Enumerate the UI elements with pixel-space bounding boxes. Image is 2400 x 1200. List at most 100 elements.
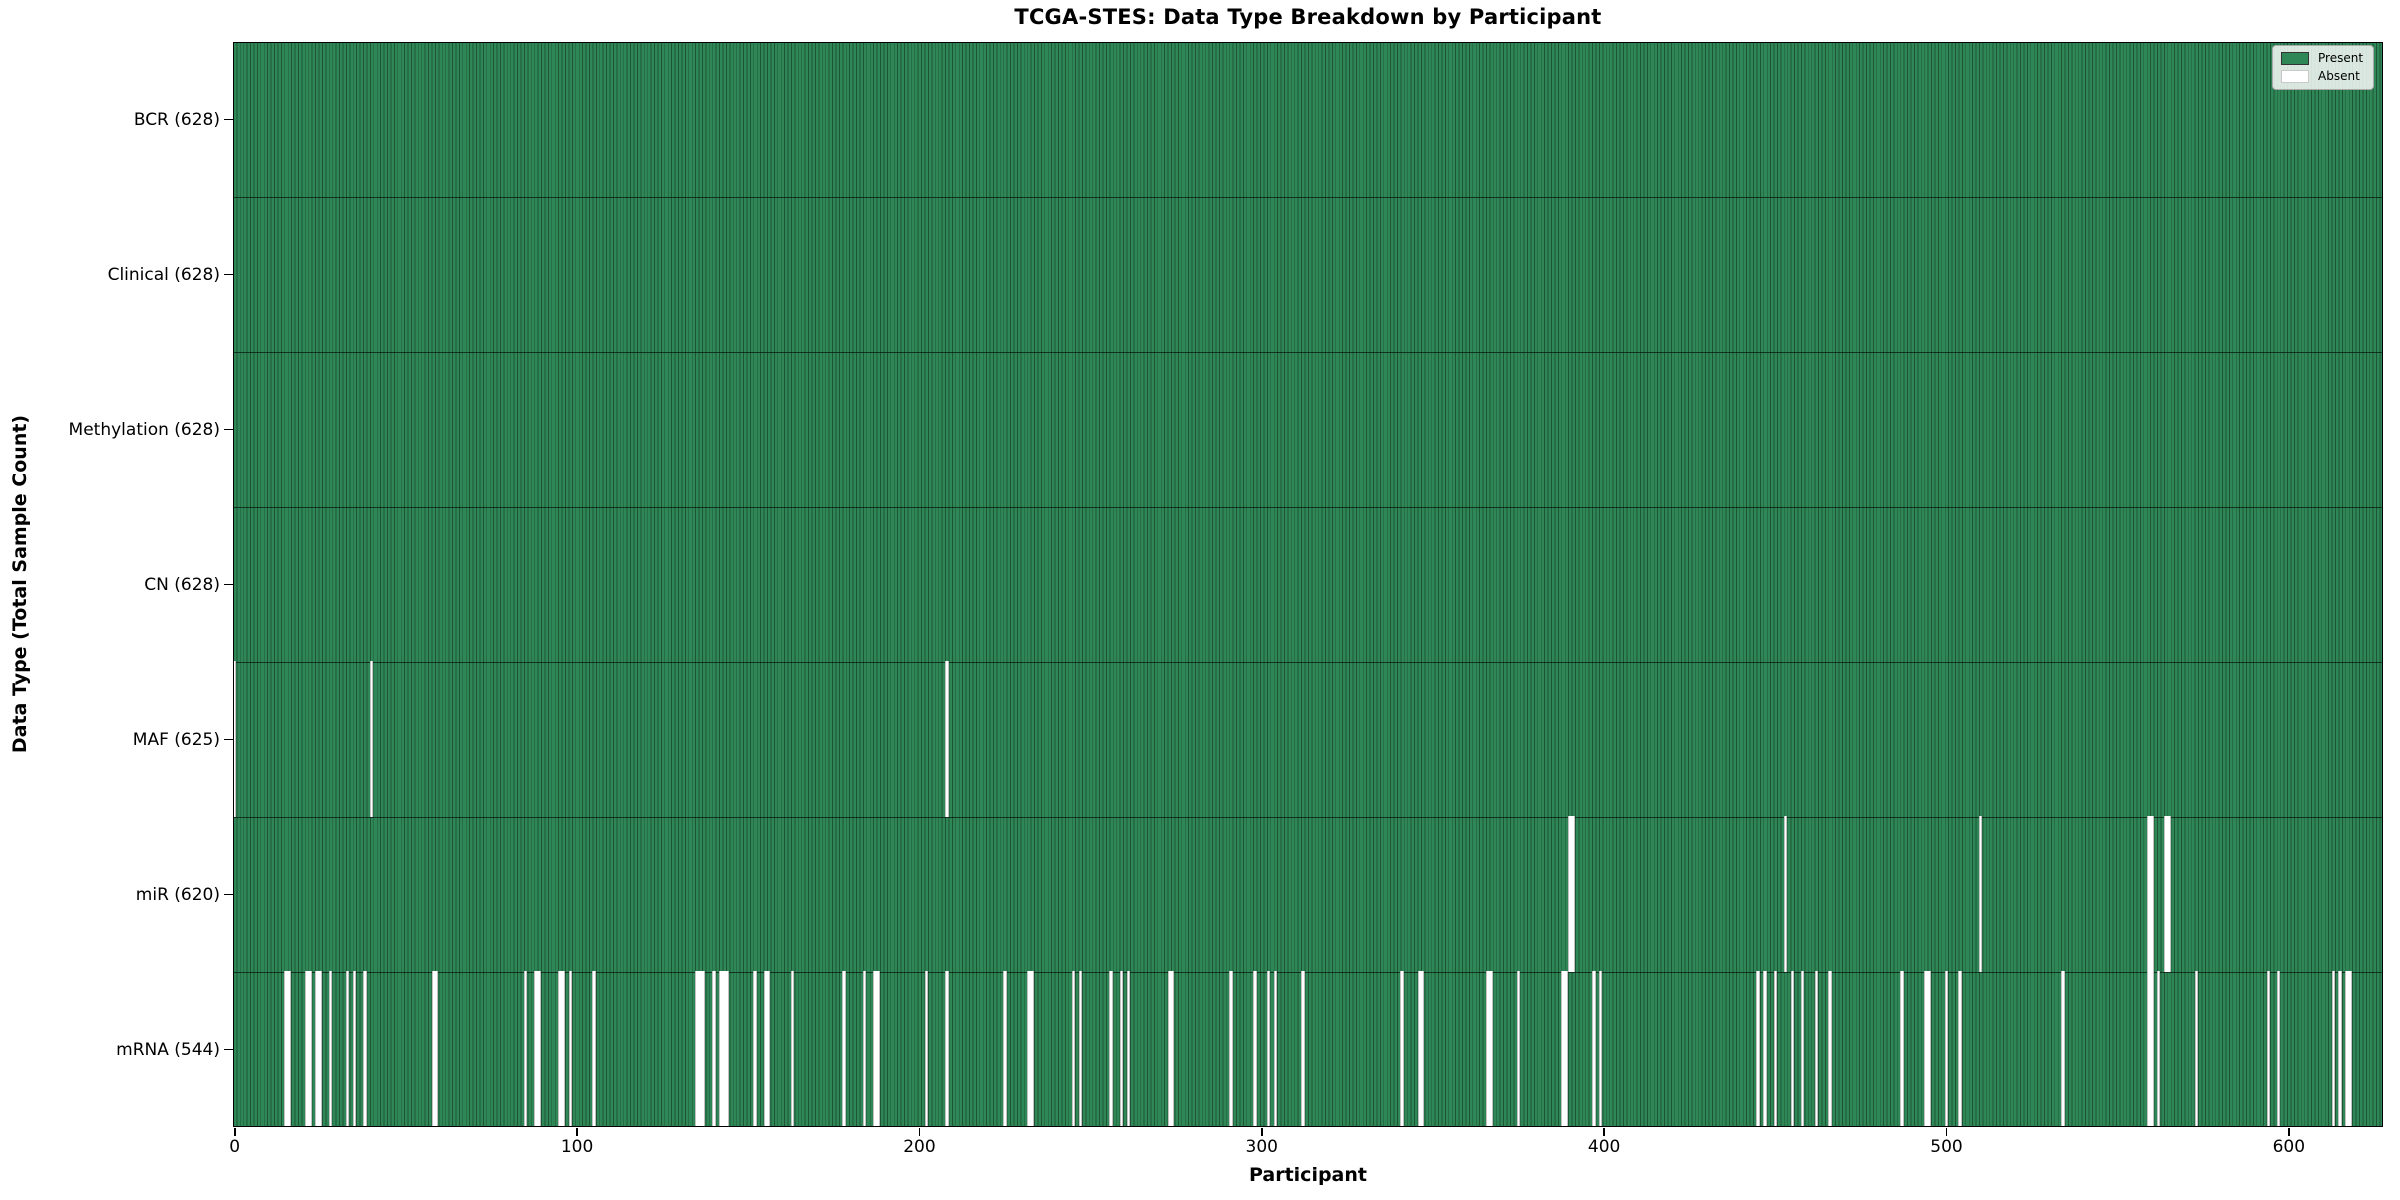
absent-mark <box>2163 816 2171 972</box>
absent-mark <box>842 971 846 1127</box>
absent-mark <box>328 971 333 1127</box>
absent-mark <box>568 971 572 1127</box>
x-tick-label: 100 <box>560 1137 594 1157</box>
absent-mark <box>1800 971 1805 1127</box>
absent-mark <box>1924 971 1932 1127</box>
absent-mark <box>1599 971 1603 1127</box>
present-swatch-icon <box>2281 52 2309 65</box>
absent-mark <box>712 971 716 1127</box>
absent-mark <box>2061 971 2065 1127</box>
y-tick <box>224 273 233 276</box>
y-tick-label: mRNA (544) <box>116 1039 220 1060</box>
plot-area <box>233 42 2383 1127</box>
absent-mark <box>1763 971 1767 1127</box>
absent-mark <box>2345 971 2353 1127</box>
row-BCR <box>233 42 2383 197</box>
absent-mark <box>1266 971 1271 1127</box>
absent-mark <box>524 971 528 1127</box>
absent-mark <box>345 971 350 1127</box>
absent-mark <box>2331 971 2336 1127</box>
absent-swatch-icon <box>2281 70 2309 83</box>
absent-mark <box>862 971 867 1127</box>
legend: Present Absent <box>2272 45 2375 90</box>
absent-mark <box>753 971 757 1127</box>
absent-mark <box>1301 971 1305 1127</box>
chart-title: TCGA-STES: Data Type Breakdown by Partic… <box>1014 5 1602 29</box>
absent-mark <box>1027 971 1035 1127</box>
y-tick <box>224 583 233 586</box>
absent-mark <box>1900 971 1904 1127</box>
row-separator <box>233 507 2383 508</box>
row-CN <box>233 507 2383 662</box>
row-separator <box>233 972 2383 973</box>
absent-mark <box>1828 971 1832 1127</box>
absent-mark <box>1561 971 1569 1127</box>
absent-mark <box>592 971 596 1127</box>
absent-mark <box>1071 971 1076 1127</box>
absent-mark <box>558 971 566 1127</box>
absent-mark <box>304 971 312 1127</box>
x-tick-label: 400 <box>1587 1137 1621 1157</box>
row-MAF <box>233 661 2383 817</box>
row-Methylation <box>233 352 2383 507</box>
x-tick <box>2288 1128 2290 1136</box>
legend-label-absent: Absent <box>2318 69 2360 83</box>
absent-mark <box>1944 971 1949 1127</box>
absent-mark <box>1109 971 1113 1127</box>
absent-mark <box>1773 971 1778 1127</box>
row-separator <box>233 662 2383 663</box>
y-tick-label: miR (620) <box>135 884 220 905</box>
x-tick <box>1260 1128 1263 1136</box>
y-tick-label: Clinical (628) <box>107 264 220 285</box>
absent-mark <box>1516 971 1521 1127</box>
y-tick-label: CN (628) <box>144 574 220 595</box>
legend-item-absent: Absent <box>2281 70 2363 83</box>
absent-mark <box>1119 971 1124 1127</box>
absent-mark <box>363 971 367 1127</box>
row-separator <box>233 352 2383 353</box>
absent-mark <box>2338 971 2342 1127</box>
absent-mark <box>791 971 795 1127</box>
absent-mark <box>945 971 949 1127</box>
absent-mark <box>1273 971 1278 1127</box>
row-separator <box>233 197 2383 198</box>
x-tick-label: 600 <box>2272 1137 2306 1157</box>
absent-mark <box>1486 971 1493 1127</box>
x-tick <box>1603 1128 1605 1136</box>
absent-mark <box>1229 971 1233 1127</box>
y-tick <box>224 118 233 121</box>
absent-mark <box>695 971 706 1127</box>
absent-mark <box>1568 816 1576 972</box>
y-tick-label: BCR (628) <box>133 109 220 130</box>
absent-mark <box>1592 971 1596 1127</box>
absent-mark <box>924 971 928 1127</box>
x-tick <box>918 1128 921 1136</box>
row-separator <box>233 817 2383 818</box>
absent-mark <box>284 971 292 1127</box>
row-Clinical <box>233 197 2383 352</box>
absent-mark <box>233 661 237 817</box>
absent-mark <box>1814 971 1819 1127</box>
row-miR <box>233 816 2383 972</box>
absent-mark <box>1400 971 1404 1127</box>
y-tick-label: MAF (625) <box>132 729 220 750</box>
absent-mark <box>873 971 881 1127</box>
legend-label-present: Present <box>2318 51 2364 65</box>
absent-mark <box>431 971 439 1127</box>
x-tick <box>1945 1128 1948 1136</box>
absent-mark <box>719 971 730 1127</box>
absent-mark <box>1783 816 1788 972</box>
x-tick-label: 200 <box>903 1137 936 1157</box>
absent-mark <box>1126 971 1130 1127</box>
absent-mark <box>1790 971 1795 1127</box>
absent-mark <box>1253 971 1257 1127</box>
legend-item-present: Present <box>2281 52 2363 65</box>
absent-mark <box>2266 971 2271 1127</box>
absent-mark <box>352 971 357 1127</box>
absent-mark <box>534 971 542 1127</box>
y-tick <box>224 738 233 741</box>
absent-mark <box>1756 971 1760 1127</box>
absent-mark <box>2157 971 2161 1127</box>
absent-mark <box>1958 971 1962 1127</box>
